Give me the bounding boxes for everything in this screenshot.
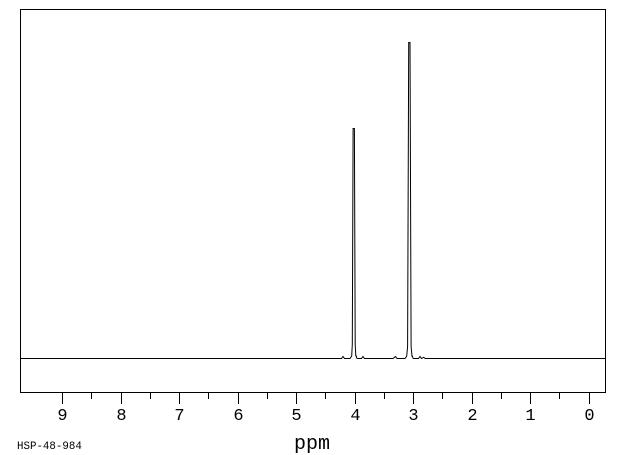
svg-text:ppm: ppm: [294, 433, 330, 455]
svg-text:3: 3: [408, 407, 418, 426]
svg-text:8: 8: [116, 407, 126, 426]
svg-text:5: 5: [291, 407, 301, 426]
svg-text:7: 7: [174, 407, 184, 426]
svg-text:9: 9: [57, 407, 67, 426]
svg-text:2: 2: [467, 407, 477, 426]
svg-text:1: 1: [525, 407, 535, 426]
svg-text:0: 0: [584, 407, 594, 426]
svg-text:4: 4: [350, 407, 360, 426]
svg-text:6: 6: [233, 407, 243, 426]
svg-text:HSP-48-984: HSP-48-984: [17, 441, 82, 453]
